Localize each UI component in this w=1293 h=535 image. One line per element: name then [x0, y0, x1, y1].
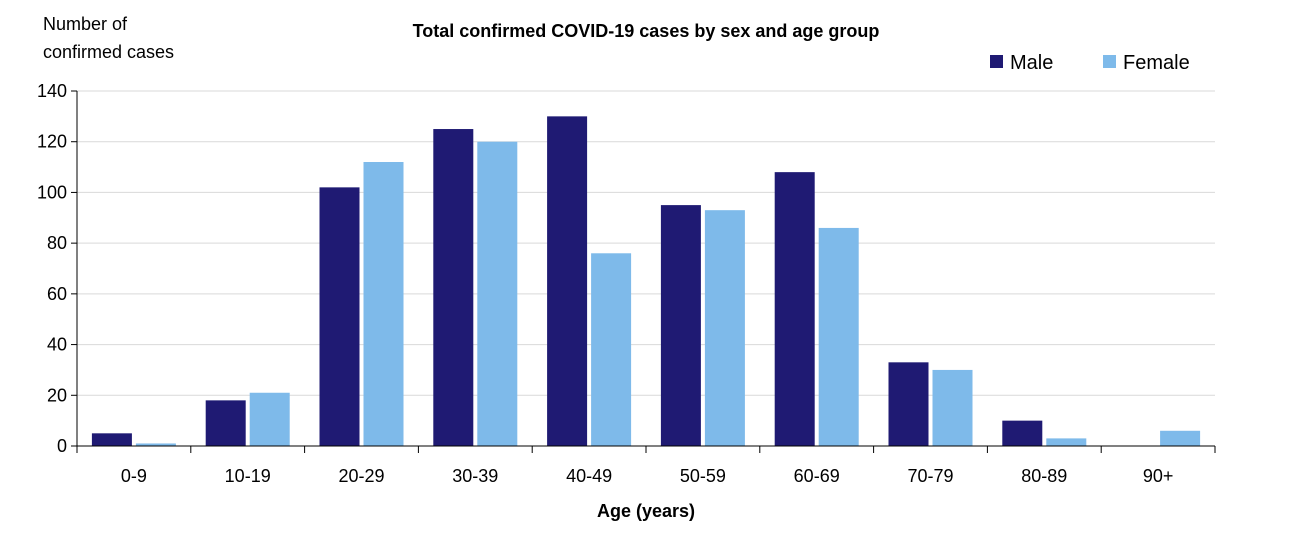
legend: Male Female: [990, 52, 1190, 74]
x-tick-label: 50-59: [680, 466, 726, 486]
bars: [91, 116, 1201, 447]
gridlines: [77, 90, 1215, 396]
y-tick-label: 100: [37, 182, 67, 202]
y-tick-label: 0: [57, 436, 67, 456]
bar-female-70-79: [932, 369, 973, 446]
axes: 0 20 40 60 80 100 120 140 0-9 10-19 20-29 30-39 40-4…: [37, 81, 1216, 486]
x-tick-label: 40-49: [566, 466, 612, 486]
bar-female-90+: [1160, 430, 1201, 446]
bar-male-30-39: [433, 129, 474, 447]
legend-label-female: Female: [1123, 52, 1190, 74]
x-tick-label: 20-29: [338, 466, 384, 486]
y-tick-label: 60: [47, 284, 67, 304]
bar-female-50-59: [704, 210, 745, 446]
y-axis-label-line-1: Number of: [43, 14, 128, 34]
bar-male-0-9: [91, 433, 132, 446]
bar-female-60-69: [818, 227, 859, 446]
x-tick-label: 30-39: [452, 466, 498, 486]
y-tick-label: 120: [37, 132, 67, 152]
bar-male-60-69: [774, 172, 815, 446]
bar-female-10-19: [249, 392, 290, 446]
bar-female-40-49: [591, 253, 632, 446]
bar-male-20-29: [319, 187, 360, 446]
bar-female-20-29: [363, 162, 404, 446]
bar-male-80-89: [1002, 420, 1043, 446]
y-tick-label: 40: [47, 335, 67, 355]
bar-male-70-79: [888, 362, 929, 446]
bar-female-0-9: [135, 443, 176, 446]
y-axis-label-line-2: confirmed cases: [43, 42, 174, 62]
y-tick-label: 80: [47, 233, 67, 253]
bar-male-50-59: [660, 205, 701, 446]
legend-label-male: Male: [1010, 52, 1053, 74]
legend-swatch-female: [1103, 55, 1116, 68]
chart-title: Total confirmed COVID-19 cases by sex an…: [413, 21, 880, 41]
x-tick-label: 70-79: [907, 466, 953, 486]
bar-male-40-49: [547, 116, 588, 446]
x-tick-label: 90+: [1143, 466, 1174, 486]
y-tick-label: 20: [47, 385, 67, 405]
y-tick-label: 140: [37, 81, 67, 101]
x-tick-label: 80-89: [1021, 466, 1067, 486]
x-axis-title: Age (years): [597, 501, 695, 521]
x-tick-label: 60-69: [794, 466, 840, 486]
legend-swatch-male: [990, 55, 1003, 68]
bar-female-30-39: [477, 141, 518, 446]
bar-female-80-89: [1046, 438, 1087, 446]
x-tick-label: 10-19: [225, 466, 271, 486]
x-tick-label: 0-9: [121, 466, 147, 486]
bar-male-10-19: [205, 400, 246, 446]
